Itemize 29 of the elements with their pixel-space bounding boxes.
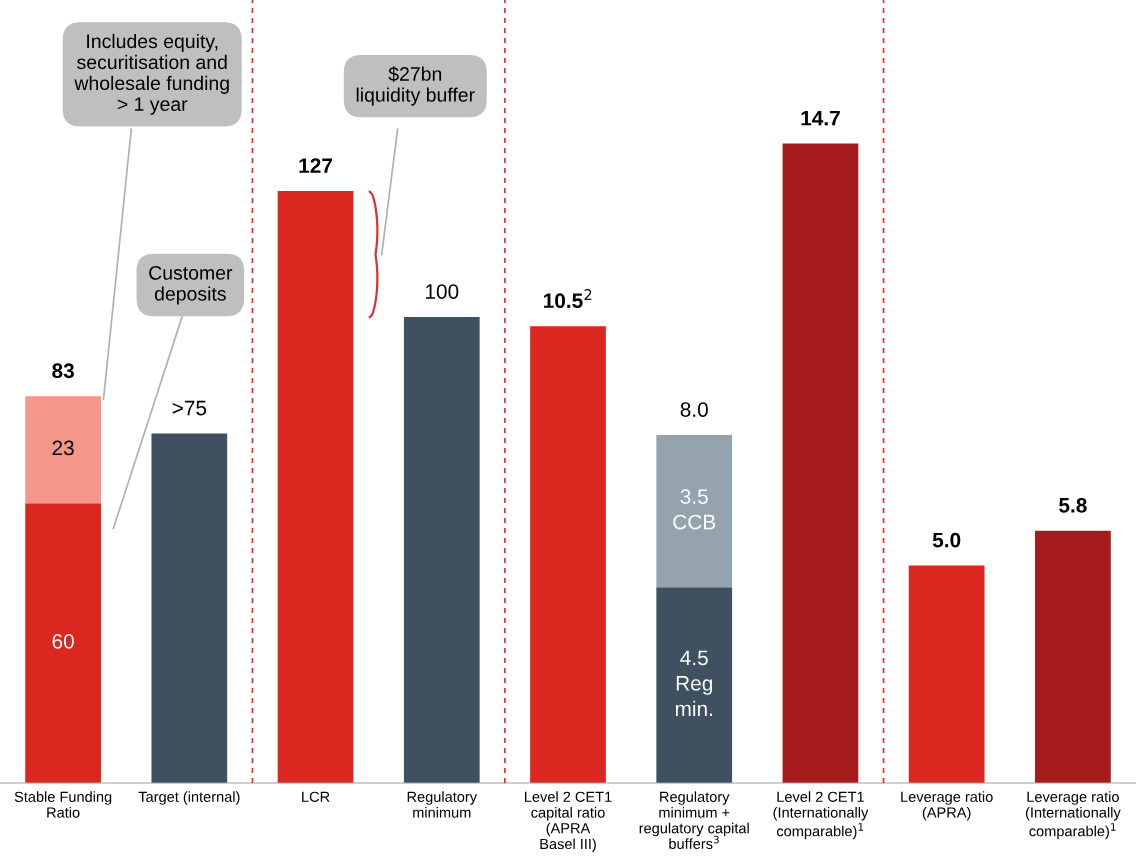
- data-label: 3.5 CCB: [673, 489, 716, 530]
- bar: [530, 326, 606, 783]
- bar: [782, 143, 859, 783]
- data-label: 127: [299, 158, 333, 173]
- total-label: 83: [52, 363, 74, 379]
- annotation: Includes equity, securitisation and wholesale funding > 1 year: [74, 33, 229, 115]
- data-label: 23: [52, 440, 74, 456]
- data-label: >75: [172, 400, 207, 416]
- x-tick-label: Regulatory minimum: [407, 791, 478, 818]
- data-label: 10.5$^{2}$: [544, 289, 592, 309]
- x-tick-label: Target (internal): [138, 791, 240, 805]
- total-label: 8.0: [680, 402, 708, 417]
- x-tick-label: Leverage ratio (Internationally comparable)$^{1}$: [1025, 791, 1121, 840]
- x-tick-label: Leverage ratio (APRA): [901, 791, 993, 821]
- x-tick-label: Stable Funding Ratio: [14, 791, 112, 818]
- annotation: Customer deposits: [149, 265, 233, 305]
- bar: [656, 587, 733, 783]
- data-label: 14.7: [801, 110, 840, 126]
- data-label: 5.8: [1059, 497, 1087, 513]
- data-label: 100: [425, 284, 459, 299]
- x-tick-label: Level 2 CET1 (Internationally comparable)$^{1}$: [773, 791, 869, 840]
- bar: [656, 434, 733, 588]
- data-label: 4.5 Reg min.: [675, 650, 712, 716]
- x-tick-label: LCR: [302, 791, 330, 802]
- x-tick-label: Level 2 CET1 capital ratio (APRA Basel III): [525, 791, 612, 852]
- data-label: 60: [52, 633, 74, 649]
- data-label: 5.0: [932, 532, 961, 548]
- annotation: $27bn liquidity buffer: [356, 66, 475, 106]
- x-tick-label: Regulatory minimum + regulatory capital buffers$^{3}$: [639, 791, 749, 849]
